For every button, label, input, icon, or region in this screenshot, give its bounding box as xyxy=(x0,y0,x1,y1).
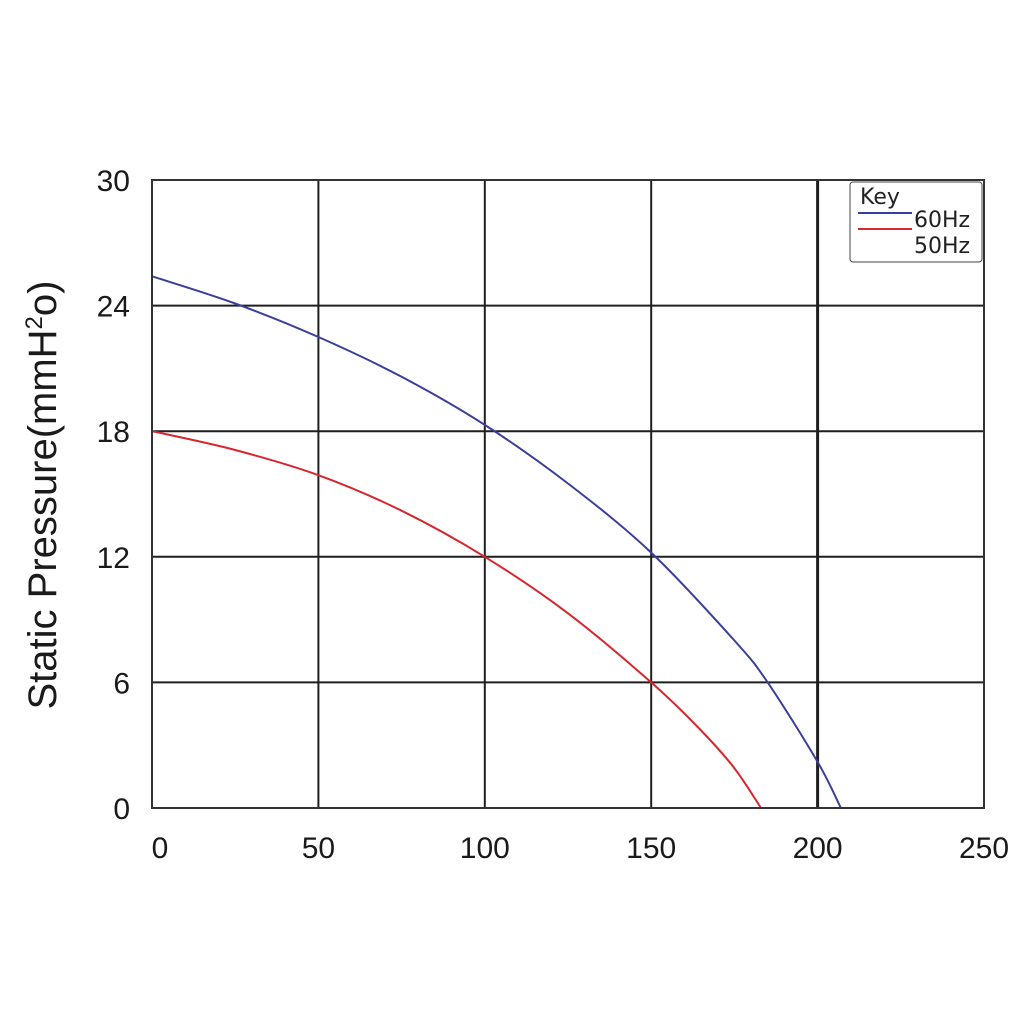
y-tick-label-1: 6 xyxy=(113,667,130,700)
legend-title: Key xyxy=(860,185,900,210)
grid xyxy=(151,179,985,809)
x-tick-label-2: 100 xyxy=(460,832,510,865)
x-tick-label-5: 250 xyxy=(959,832,1009,865)
x-tick-label-3: 150 xyxy=(626,832,676,865)
y-tick-label-2: 12 xyxy=(97,542,130,575)
x-axis-ticks: 0 50 100 150 200 250 xyxy=(152,832,1009,865)
series-line-60hz xyxy=(151,275,842,809)
y-axis-ticks: 0 6 12 18 24 30 xyxy=(97,165,130,826)
y-tick-label-3: 18 xyxy=(97,416,130,449)
y-axis-label-superscript: 2 xyxy=(21,316,48,329)
x-tick-label-4: 200 xyxy=(793,832,843,865)
series-layer xyxy=(151,275,842,809)
legend-label-60hz: 60Hz xyxy=(914,208,970,233)
y-tick-label-4: 24 xyxy=(97,291,130,324)
x-tick-label-0: 0 xyxy=(152,832,169,865)
plot-frame xyxy=(151,179,985,809)
legend: Key 60Hz 50Hz xyxy=(849,181,983,263)
y-axis-label-main: Static Pressure(mmH xyxy=(21,329,65,709)
legend-box xyxy=(849,181,983,263)
legend-label-50hz: 50Hz xyxy=(914,234,970,259)
y-axis-label-tail: o) xyxy=(21,281,65,317)
y-tick-label-5: 30 xyxy=(97,165,130,198)
y-axis-label: Static Pressure(mmH2o) xyxy=(21,281,65,710)
y-tick-label-0: 0 xyxy=(113,793,130,826)
series-line-50hz xyxy=(151,430,762,809)
x-tick-label-1: 50 xyxy=(302,832,335,865)
